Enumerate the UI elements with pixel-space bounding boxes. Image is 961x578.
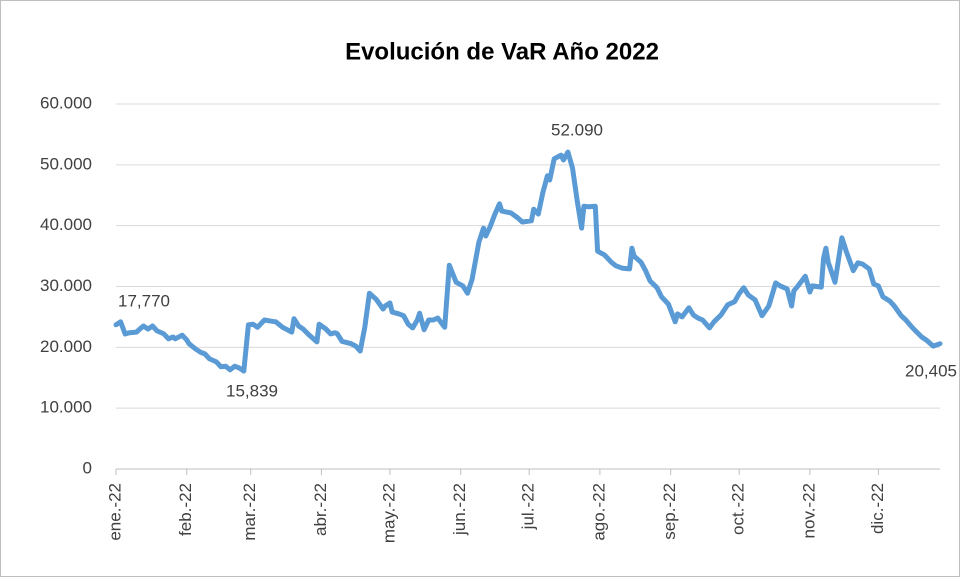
y-tick-label: 0 — [83, 458, 92, 477]
annotation: 52.090 — [551, 120, 603, 139]
x-tick-label: abr.-22 — [311, 483, 330, 536]
annotation: 15,839 — [226, 381, 278, 400]
x-tick-label: dic.-22 — [868, 483, 887, 534]
y-tick-label: 60.000 — [40, 93, 92, 112]
chart-title: Evolución de VaR Año 2022 — [345, 38, 659, 65]
x-tick-label: jun.-22 — [450, 483, 469, 536]
x-tick-label: jul.-22 — [519, 483, 538, 530]
y-tick-label: 20.000 — [40, 337, 92, 356]
x-tick-label: ago.-22 — [589, 483, 608, 541]
x-tick-label: feb.-22 — [176, 483, 195, 536]
x-tick-label: mar.-22 — [240, 483, 259, 541]
y-tick-label: 50.000 — [40, 154, 92, 173]
x-tick-label: ene.-22 — [105, 483, 124, 541]
y-tick-label: 40.000 — [40, 215, 92, 234]
y-tick-label: 10.000 — [40, 398, 92, 417]
x-tick-label: oct.-22 — [729, 483, 748, 535]
annotation: 20,405 — [905, 361, 957, 380]
x-tick-label: nov.-22 — [799, 483, 818, 538]
x-tick-label: sep.-22 — [660, 483, 679, 540]
annotation: 17,770 — [118, 291, 170, 310]
data-line — [113, 149, 943, 374]
y-tick-label: 30.000 — [40, 276, 92, 295]
x-tick-label: may.-22 — [379, 483, 398, 543]
